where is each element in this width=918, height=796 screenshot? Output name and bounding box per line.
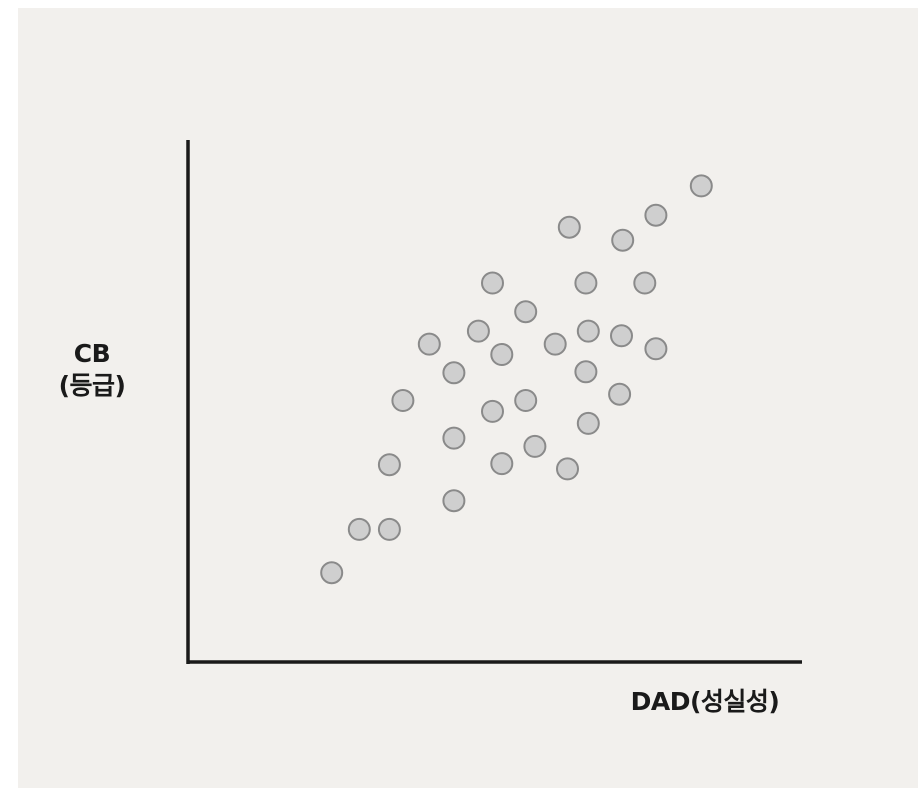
data-point-6 <box>417 332 441 356</box>
data-point-29 <box>644 337 668 361</box>
data-points <box>320 174 713 585</box>
data-point-17 <box>523 434 547 458</box>
data-point-27 <box>611 228 635 252</box>
data-point-31 <box>689 174 713 198</box>
data-point-8 <box>442 426 466 450</box>
data-point-30 <box>644 203 668 227</box>
data-point-20 <box>557 215 581 239</box>
data-point-15 <box>514 389 538 412</box>
y-axis-label-line1: CB <box>73 339 111 368</box>
data-point-26 <box>610 324 633 348</box>
data-point-1 <box>320 561 344 585</box>
data-point-24 <box>576 319 600 343</box>
data-point-16 <box>514 300 538 324</box>
data-point-9 <box>442 361 466 385</box>
data-point-22 <box>574 271 598 295</box>
data-point-19 <box>556 457 579 481</box>
data-point-21 <box>574 360 598 384</box>
y-axis-label: CB (등급) <box>50 338 134 402</box>
data-point-23 <box>576 411 600 435</box>
data-point-2 <box>347 517 371 541</box>
data-point-10 <box>466 319 490 343</box>
y-axis-label-line2: (등급) <box>58 371 126 400</box>
chart-panel <box>18 8 918 788</box>
data-point-13 <box>490 452 514 476</box>
data-point-7 <box>442 489 466 513</box>
x-axis-label: DAD(성실성) <box>630 687 780 716</box>
data-point-12 <box>481 271 504 295</box>
data-point-5 <box>391 389 415 412</box>
data-point-28 <box>633 271 657 295</box>
axes <box>186 140 802 664</box>
data-point-25 <box>608 382 632 406</box>
data-point-3 <box>377 517 401 541</box>
data-point-4 <box>377 453 401 477</box>
data-point-18 <box>543 332 567 356</box>
data-point-14 <box>490 343 514 366</box>
data-point-11 <box>481 399 504 423</box>
